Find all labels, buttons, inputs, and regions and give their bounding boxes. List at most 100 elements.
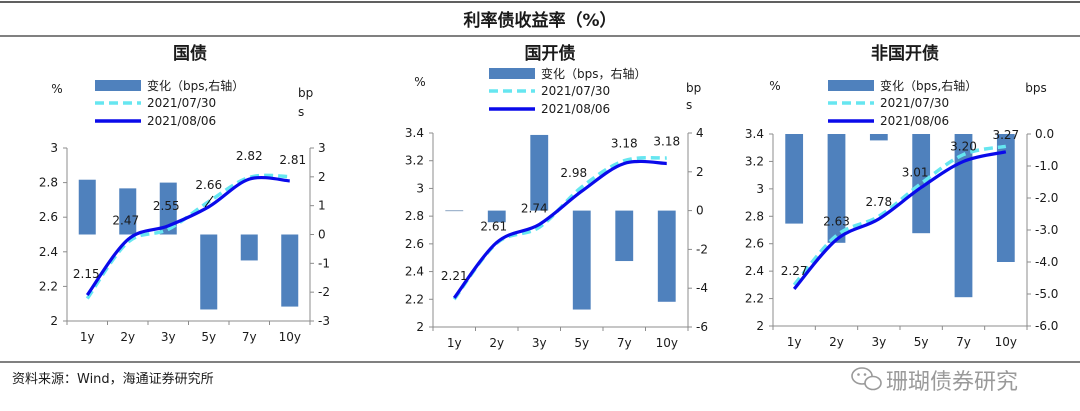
right-axis-unit: bps (1025, 81, 1047, 95)
left-axis-unit: % (414, 75, 425, 89)
y-tick-label: 2.6 (745, 237, 764, 251)
x-tick-label: 2y (120, 330, 135, 344)
data-label-3y: 2.55 (153, 199, 180, 213)
left-axis-unit: % (769, 79, 780, 93)
y-tick-label: 2.4 (39, 245, 58, 259)
x-tick-label: 3y (871, 335, 886, 349)
data-label-7y: 3.18 (611, 136, 638, 150)
figure-title: 利率债收益率（%） (463, 10, 616, 31)
x-tick-label: 3y (161, 330, 176, 344)
y2-tick-label: 3 (318, 141, 326, 155)
legend-swatch-bar (489, 68, 535, 79)
watermark-text: 珊瑚债券研究 (886, 370, 1018, 395)
bar-change-2y (827, 134, 846, 243)
data-label-7y: 2.82 (236, 149, 263, 163)
y2-tick-label: -6 (696, 320, 708, 334)
x-tick-label: 5y (914, 335, 929, 349)
x-tick-label: 3y (532, 336, 547, 350)
bar-change-5y (572, 210, 591, 310)
right-axis-unit-wrap: s (686, 98, 692, 112)
y-tick-label: 3 (50, 141, 58, 155)
y-tick-label: 2.4 (405, 265, 424, 279)
bar-change-10y (996, 134, 1015, 262)
bar-change-2y (119, 188, 137, 235)
y-tick-label: 2.2 (405, 292, 424, 306)
y-tick-label: 3 (756, 182, 764, 196)
y-tick-label: 3 (416, 181, 424, 195)
data-label-5y: 2.66 (195, 178, 222, 192)
data-label-1y: 2.15 (73, 267, 100, 281)
bar-change-7y (240, 234, 258, 261)
y2-tick-label: -4 (696, 281, 708, 295)
y-tick-label: 2 (416, 320, 424, 334)
bar-change-7y (615, 210, 634, 262)
data-label-3y: 2.78 (865, 195, 892, 209)
data-label-7y: 3.20 (950, 139, 977, 153)
data-label-1y: 2.21 (441, 269, 468, 283)
x-tick-label: 5y (574, 336, 589, 350)
bar-change-10y (281, 234, 299, 307)
legend-swatch-bar (828, 80, 874, 91)
y2-tick-label: 2 (696, 165, 704, 179)
bar-change-7y (954, 134, 973, 298)
legend-swatch-bar (95, 80, 141, 91)
y2-tick-label: -2.0 (1035, 191, 1058, 205)
line-2021-08-06 (85, 175, 290, 296)
y-tick-label: 3.4 (405, 126, 424, 140)
y2-tick-label: -3 (318, 314, 330, 328)
legend-label-change: 变化（bps，右轴） (541, 66, 647, 81)
data-label-5y: 3.01 (902, 165, 929, 179)
y2-tick-label: -3.0 (1035, 223, 1058, 237)
legend-label-curr: 2021/08/06 (147, 114, 216, 128)
y-tick-label: 2.8 (745, 209, 764, 223)
data-label-5y: 2.98 (560, 166, 587, 180)
bar-change-5y (200, 234, 218, 310)
bar-change-1y (78, 179, 96, 235)
panel-title: 非国开债 (871, 43, 939, 64)
y2-tick-label: 4 (696, 126, 704, 140)
data-label-10y: 3.27 (992, 128, 1019, 142)
y2-tick-label: 0.0 (1035, 127, 1054, 141)
y-tick-label: 2.8 (405, 209, 424, 223)
data-label-2y: 2.61 (480, 219, 507, 233)
bar-change-2y (487, 210, 506, 223)
x-tick-label: 2y (829, 335, 844, 349)
y2-tick-label: -4.0 (1035, 255, 1058, 269)
y-tick-label: 3.4 (745, 127, 764, 141)
y-tick-label: 2 (756, 319, 764, 333)
data-label-10y: 3.18 (653, 134, 680, 148)
line-2021-07-30 (85, 173, 290, 300)
data-label-10y: 2.81 (279, 153, 306, 167)
legend-label-change: 变化（bps,右轴） (147, 78, 244, 93)
x-tick-label: 7y (242, 330, 257, 344)
legend-label-prev: 2021/07/30 (880, 96, 949, 110)
panel-feiguokaizhai: 非国开债% bps 变化（bps,右轴） 2021/07/30 2021/08/06 2 2… (745, 43, 1059, 349)
y2-tick-label: -1 (318, 256, 330, 270)
bar-change-3y (869, 134, 888, 141)
line-2021-08-06 (792, 150, 1007, 291)
data-label-2y: 2.47 (112, 214, 139, 228)
y2-tick-label: -2 (318, 285, 330, 299)
y2-tick-label: 0 (318, 228, 326, 242)
panel-guozhai: 国债% bp s 变化（bps,右轴） 2021/07/30 2021/08/06 2 2.2… (39, 43, 330, 344)
right-axis-unit: bp (686, 81, 701, 95)
line-2021-07-30 (792, 144, 1007, 286)
watermark: 珊瑚债券研究 (851, 367, 1018, 395)
y-tick-label: 2.2 (39, 279, 58, 293)
data-label-1y: 2.27 (781, 264, 808, 278)
x-tick-label: 1y (447, 336, 462, 350)
x-tick-label: 5y (201, 330, 216, 344)
y-tick-label: 3.2 (405, 154, 424, 168)
bar-change-5y (912, 134, 931, 234)
y2-tick-label: 2 (318, 170, 326, 184)
y2-tick-label: 1 (318, 199, 326, 213)
wechat-icon (851, 367, 882, 391)
panel-title: 国债 (173, 43, 207, 64)
right-axis-unit: bp (298, 86, 313, 100)
legend-label-change: 变化（bps,右轴） (880, 78, 977, 93)
source-note: 资料来源：Wind，海通证券研究所 (12, 371, 214, 387)
legend-label-prev: 2021/07/30 (541, 84, 610, 98)
left-axis-unit: % (51, 82, 62, 96)
data-label-3y: 2.74 (521, 201, 548, 215)
